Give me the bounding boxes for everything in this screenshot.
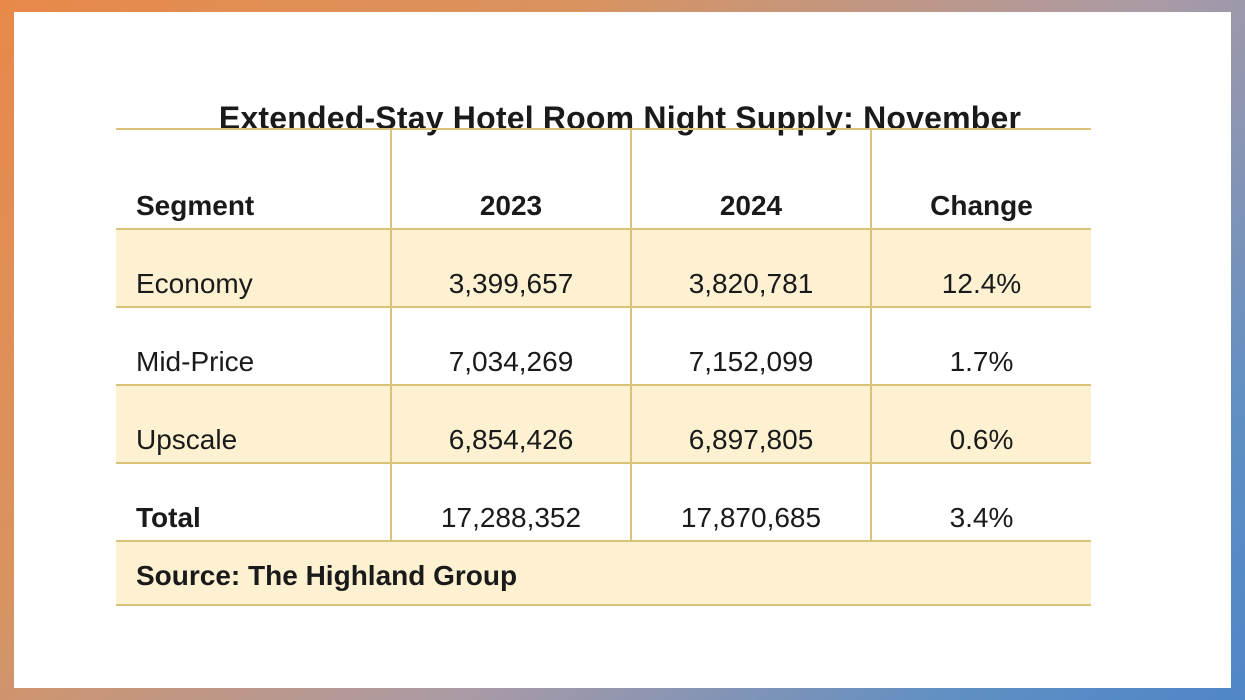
change-cell: 12.4%: [870, 230, 1091, 306]
value-2024-cell: 17,870,685: [630, 464, 870, 540]
header-2023: 2023: [390, 130, 630, 228]
table-title: Extended-Stay Hotel Room Night Supply: N…: [218, 100, 1022, 136]
value-2024-cell: 3,820,781: [630, 230, 870, 306]
value-2023-cell: 17,288,352: [390, 464, 630, 540]
header-segment: Segment: [136, 190, 255, 221]
segment-cell: Economy: [136, 268, 253, 299]
table-row: Economy 3,399,657 3,820,781 12.4%: [116, 230, 1091, 308]
supply-table: Segment 2023 2024 Change Economy 3,399,6…: [116, 128, 1091, 606]
header-row: Segment 2023 2024 Change: [116, 128, 1091, 230]
table-row: Mid-Price 7,034,269 7,152,099 1.7%: [116, 308, 1091, 386]
table-row: Upscale 6,854,426 6,897,805 0.6%: [116, 386, 1091, 464]
value-2024-cell: 7,152,099: [630, 308, 870, 384]
value-2023-cell: 3,399,657: [390, 230, 630, 306]
change-cell: 1.7%: [870, 308, 1091, 384]
change-cell: 3.4%: [870, 464, 1091, 540]
value-2023-cell: 7,034,269: [390, 308, 630, 384]
value-2024-cell: 6,897,805: [630, 386, 870, 462]
source-row: Source: The Highland Group: [116, 542, 1091, 606]
header-change: Change: [870, 130, 1091, 228]
segment-cell: Mid-Price: [136, 346, 255, 377]
source-note: Source: The Highland Group: [136, 560, 518, 591]
total-row: Total 17,288,352 17,870,685 3.4%: [116, 464, 1091, 542]
change-cell: 0.6%: [870, 386, 1091, 462]
segment-cell: Total: [136, 502, 201, 533]
value-2023-cell: 6,854,426: [390, 386, 630, 462]
header-2024: 2024: [630, 130, 870, 228]
segment-cell: Upscale: [136, 424, 238, 455]
